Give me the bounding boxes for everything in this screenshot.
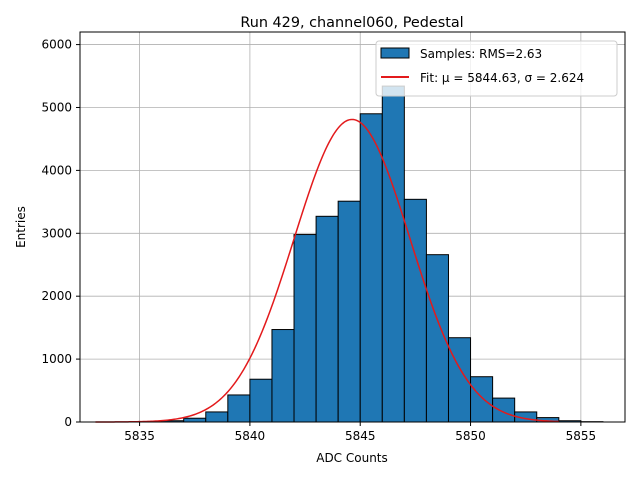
x-axis-label: ADC Counts [316, 451, 388, 465]
x-tick-label: 5855 [566, 429, 597, 443]
legend-label-samples: Samples: RMS=2.63 [420, 47, 542, 61]
y-tick-label: 3000 [41, 226, 72, 240]
y-tick-label: 5000 [41, 100, 72, 114]
histogram-bar [293, 234, 317, 423]
histogram-bar [271, 329, 295, 423]
histogram-bar [492, 397, 516, 423]
y-axis-ticks: 0 1000 2000 3000 4000 5000 6000 [41, 38, 80, 429]
x-tick-label: 5850 [455, 429, 486, 443]
x-tick-label: 5845 [345, 429, 376, 443]
histogram-bar [470, 376, 494, 423]
histogram-bar [205, 411, 229, 423]
chart-title: Run 429, channel060, Pedestal [240, 15, 463, 31]
legend-swatch-samples [380, 47, 410, 59]
histogram-bar [227, 394, 251, 423]
y-tick-label: 1000 [41, 352, 72, 366]
histogram-bar [381, 85, 405, 423]
legend-label-fit: Fit: μ = 5844.63, σ = 2.624 [420, 71, 584, 85]
histogram-bars [139, 85, 604, 423]
histogram-bar [315, 215, 339, 423]
histogram-bar [359, 113, 383, 423]
y-tick-label: 6000 [41, 38, 72, 52]
histogram-bar [337, 200, 361, 423]
legend: Samples: RMS=2.63 Fit: μ = 5844.63, σ = … [375, 40, 618, 97]
y-tick-label: 0 [64, 415, 72, 429]
y-axis-label: Entries [14, 206, 28, 248]
x-tick-label: 5840 [235, 429, 266, 443]
legend-box [375, 40, 618, 97]
x-axis-ticks: 5835 5840 5845 5850 5855 [124, 422, 596, 443]
plot-frame [79, 31, 626, 423]
histogram-bar [183, 417, 207, 423]
histogram-bar [249, 378, 273, 423]
y-tick-label: 2000 [41, 289, 72, 303]
x-tick-label: 5835 [124, 429, 155, 443]
y-tick-label: 4000 [41, 163, 72, 177]
fit-curve [95, 118, 559, 423]
